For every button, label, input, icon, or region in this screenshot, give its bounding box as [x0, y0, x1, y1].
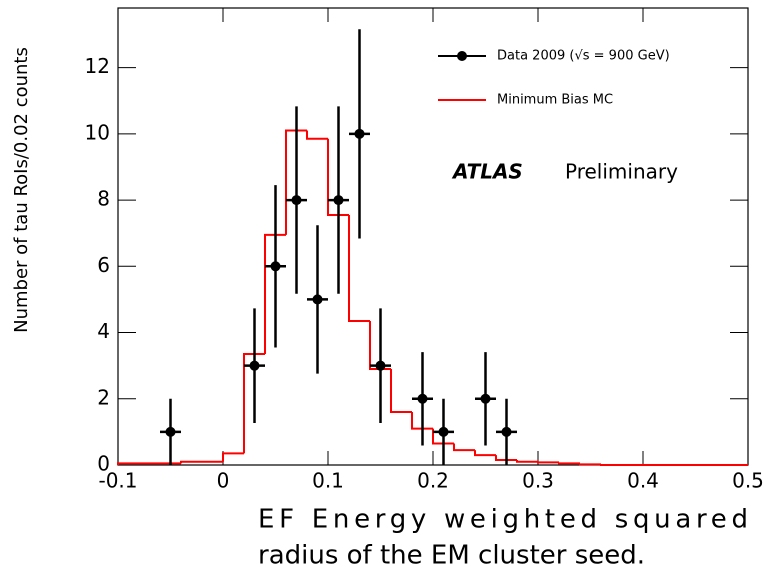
histogram-bin — [180, 460, 202, 464]
data-point — [354, 128, 365, 139]
histogram-bin — [453, 443, 475, 452]
data-point — [249, 360, 260, 371]
data-point — [375, 360, 386, 371]
y-tick-label: 4 — [97, 319, 110, 343]
legend-label: Data 2009 (√s = 900 GeV) — [497, 49, 670, 64]
y-tick-label: 12 — [85, 54, 110, 78]
histogram-bin — [432, 428, 454, 445]
x-tick-label: 0.1 — [312, 469, 344, 493]
data-point — [417, 393, 428, 404]
atlas-label: ATLAS — [451, 160, 523, 184]
data-point — [438, 426, 449, 437]
y-tick-label: 6 — [97, 253, 110, 277]
data-point — [501, 426, 512, 437]
y-tick-label: 2 — [97, 385, 110, 409]
histogram-bin — [537, 461, 559, 464]
data-point — [291, 195, 302, 206]
x-tick-label: 0.2 — [417, 469, 449, 493]
x-tick-label: 0.5 — [732, 469, 764, 493]
data-point — [333, 195, 344, 206]
y-tick-label: 0 — [97, 452, 110, 476]
data-point — [165, 426, 176, 437]
histogram-bin — [411, 412, 433, 430]
y-tick-label: 10 — [85, 120, 110, 144]
x-tick-label: -0.1 — [98, 469, 137, 493]
x-axis-label: radius of the EM cluster seed. — [258, 541, 645, 571]
histogram-bin — [117, 462, 139, 465]
histogram-bin — [558, 462, 580, 465]
histogram-bin — [474, 450, 496, 457]
data-point — [270, 261, 281, 272]
histogram-bin — [579, 463, 601, 466]
histogram-bin — [222, 452, 244, 462]
data-point — [480, 393, 491, 404]
histogram-bin — [600, 464, 622, 466]
histogram-bin — [264, 233, 286, 355]
histogram-bin — [306, 130, 328, 140]
plot-frame — [117, 7, 749, 466]
histogram-bin — [390, 368, 412, 414]
x-axis-label: EF Energy weighted squared — [258, 505, 748, 535]
histogram-bin — [327, 138, 349, 216]
histogram-bin — [516, 460, 538, 463]
histogram-bin — [495, 455, 517, 462]
legend-marker — [457, 51, 467, 61]
y-axis-label: Number of tau RoIs/0.02 counts — [11, 47, 32, 333]
histogram-bin — [243, 353, 265, 454]
histogram-bin — [348, 214, 370, 322]
x-tick-label: 0.3 — [522, 469, 554, 493]
y-tick-label: 8 — [97, 187, 110, 211]
x-tick-label: 0.4 — [627, 469, 659, 493]
x-tick-label: 0 — [217, 469, 230, 493]
legend-label: Minimum Bias MC — [497, 93, 613, 108]
preliminary-label: Preliminary — [565, 160, 678, 184]
data-point — [312, 294, 323, 305]
